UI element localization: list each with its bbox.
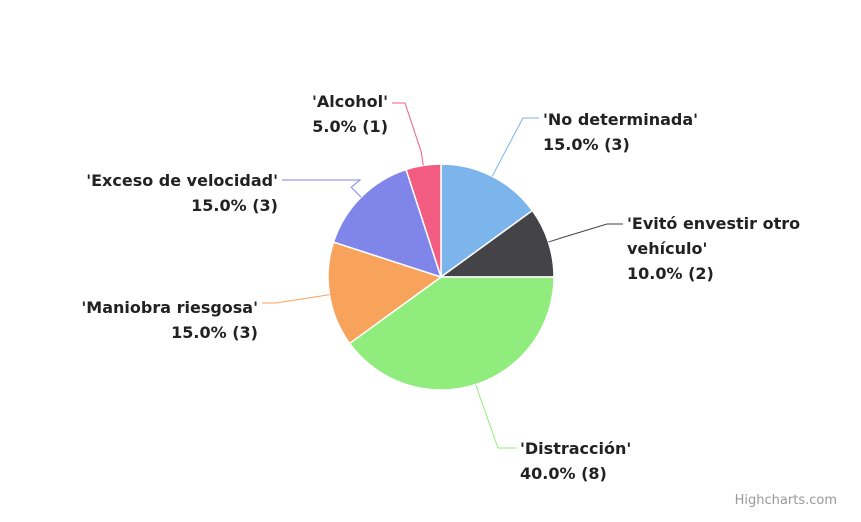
data-label: 'Distracción' 40.0% (8) bbox=[520, 436, 740, 486]
label-name: 'Alcohol' bbox=[311, 92, 388, 111]
label-value: 15.0% (3) bbox=[543, 135, 630, 154]
pie-slice bbox=[327, 241, 443, 345]
label-value: 5.0% (1) bbox=[312, 117, 388, 136]
label-name: 'Distracción' bbox=[520, 439, 632, 458]
connector bbox=[392, 102, 424, 166]
label-name: 'No determinada' bbox=[543, 110, 699, 129]
connector bbox=[491, 117, 539, 177]
connector bbox=[475, 384, 516, 449]
label-value: 15.0% (3) bbox=[171, 323, 258, 342]
pie-slice bbox=[438, 209, 555, 278]
label-value: 15.0% (3) bbox=[191, 196, 278, 215]
data-label: 'Alcohol' 5.0% (1) bbox=[188, 89, 388, 139]
data-label: 'No determinada' 15.0% (3) bbox=[543, 107, 763, 157]
connector bbox=[548, 223, 623, 243]
connector bbox=[262, 294, 330, 304]
connector bbox=[282, 179, 362, 198]
data-label: 'Exceso de velocidad' 15.0% (3) bbox=[18, 168, 278, 218]
credit[interactable]: Highcharts.com bbox=[734, 493, 837, 508]
pie-slice bbox=[348, 276, 555, 391]
data-label: 'Maniobra riesgosa' 15.0% (3) bbox=[0, 295, 258, 345]
pie-slice bbox=[440, 163, 534, 279]
pie-slice bbox=[405, 163, 442, 278]
label-name: 'Maniobra riesgosa' bbox=[81, 298, 258, 317]
label-value: 10.0% (2) bbox=[627, 264, 714, 283]
label-name: 'Exceso de velocidad' bbox=[86, 171, 278, 190]
label-value: 40.0% (8) bbox=[520, 464, 607, 483]
label-name: 'Evitó envestir otro vehículo' bbox=[627, 214, 801, 258]
data-label: 'Evitó envestir otro vehículo' 10.0% (2) bbox=[627, 211, 827, 286]
